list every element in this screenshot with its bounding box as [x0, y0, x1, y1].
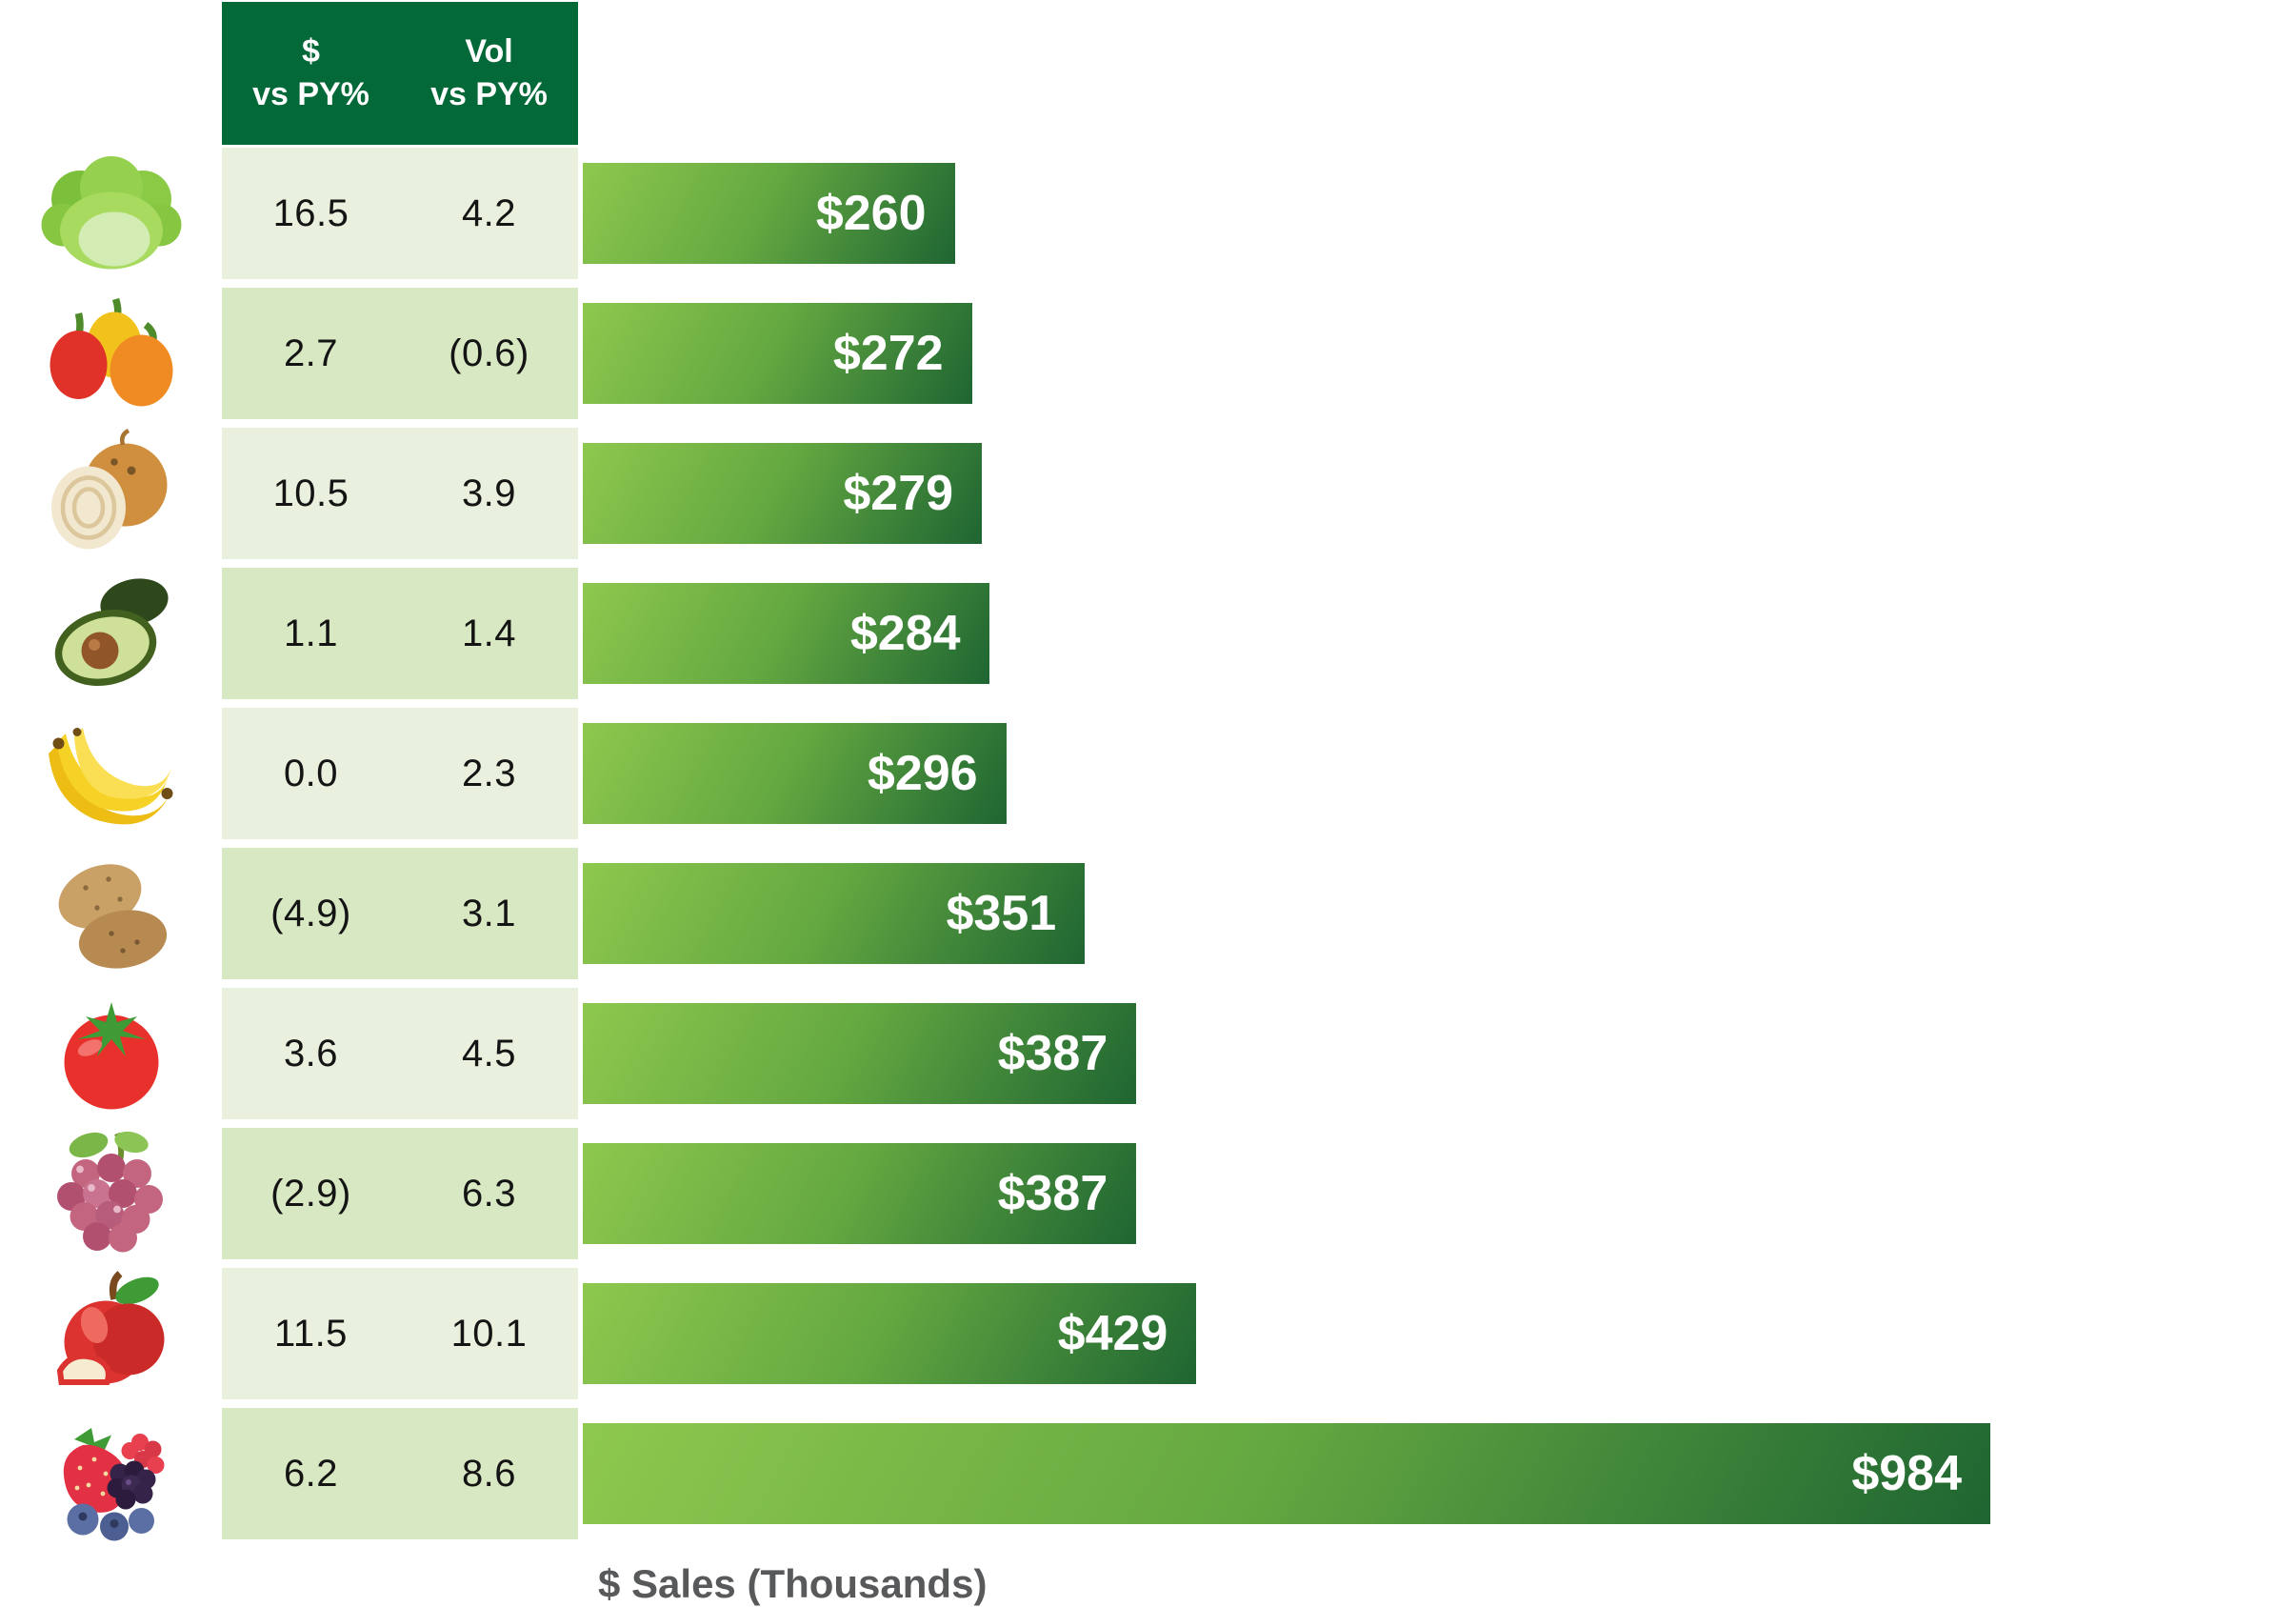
metrics-cells: (2.9) 6.3	[222, 1128, 578, 1259]
bar-track: $284	[583, 568, 1990, 699]
sales-bar: $296	[583, 723, 1007, 824]
chart-rows: 16.5 4.2 $260	[0, 148, 2296, 1548]
header-vol-line2: vs PY%	[430, 76, 548, 112]
apple-icon	[0, 1268, 222, 1399]
metrics-cells: 6.2 8.6	[222, 1408, 578, 1539]
table-row-bell-peppers: 2.7 (0.6) $272	[0, 288, 2296, 419]
table-row-potatoes: (4.9) 3.1 $351	[0, 848, 2296, 979]
metrics-cells: 11.5 10.1	[222, 1268, 578, 1399]
bar-track: $260	[583, 148, 1990, 279]
table-header: $ vs PY% Vol vs PY%	[222, 2, 578, 145]
metrics-cells: 10.5 3.9	[222, 428, 578, 559]
table-row-onion: 10.5 3.9 $279	[0, 428, 2296, 559]
metrics-cells: (4.9) 3.1	[222, 848, 578, 979]
table-row-berries: 6.2 8.6 $984	[0, 1408, 2296, 1541]
table-row-grapes: (2.9) 6.3 $387	[0, 1128, 2296, 1259]
vol-vs-py-value: 2.3	[461, 752, 517, 794]
table-row-apple: 11.5 10.1 $429	[0, 1268, 2296, 1399]
dollar-vs-py-value: 16.5	[272, 191, 349, 234]
bar-track: $387	[583, 1128, 1990, 1259]
sales-value-label: $260	[815, 186, 927, 241]
sales-bar: $429	[583, 1283, 1197, 1384]
dollar-vs-py-value: 11.5	[274, 1312, 348, 1355]
sales-value-label: $272	[832, 326, 944, 381]
table-row-lettuce: 16.5 4.2 $260	[0, 148, 2296, 279]
header-vol-line1: Vol	[465, 33, 513, 70]
vol-vs-py-value: 6.3	[461, 1172, 517, 1215]
grapes-icon	[0, 1128, 222, 1259]
vol-vs-py-value: 1.4	[461, 612, 517, 654]
vol-vs-py-value: 3.1	[461, 892, 517, 934]
bananas-icon	[0, 708, 222, 839]
vol-vs-py-value: 4.2	[461, 191, 517, 234]
vol-vs-py-value: (0.6)	[449, 331, 529, 374]
sales-value-label: $296	[867, 746, 978, 801]
sales-bar: $272	[583, 303, 972, 404]
header-spacer	[0, 2, 222, 145]
sales-value-label: $279	[843, 466, 954, 521]
dollar-vs-py-value: 3.6	[283, 1032, 339, 1075]
sales-bar: $984	[583, 1423, 1990, 1524]
sales-value-label: $984	[1851, 1446, 1962, 1501]
sales-value-label: $387	[997, 1166, 1108, 1221]
table-row-bananas: 0.0 2.3 $296	[0, 708, 2296, 839]
vol-vs-py-value: 10.1	[450, 1312, 528, 1355]
dollar-vs-py-value: 0.0	[283, 752, 339, 794]
bar-track: $296	[583, 708, 1990, 839]
sales-bar: $284	[583, 583, 989, 684]
x-axis-label: $ Sales (Thousands)	[598, 1561, 988, 1606]
avocado-icon	[0, 568, 222, 699]
dollar-vs-py-value: (2.9)	[270, 1172, 351, 1215]
sales-value-label: $429	[1057, 1306, 1168, 1361]
dollar-vs-py-value: 1.1	[283, 612, 339, 654]
bar-track: $429	[583, 1268, 1990, 1399]
sales-bar: $279	[583, 443, 983, 544]
metrics-cells: 1.1 1.4	[222, 568, 578, 699]
table-row-tomato: 3.6 4.5 $387	[0, 988, 2296, 1119]
potatoes-icon	[0, 848, 222, 979]
header-dollar-line2: vs PY%	[252, 76, 369, 112]
berries-icon	[0, 1408, 222, 1541]
metrics-cells: 0.0 2.3	[222, 708, 578, 839]
metrics-cells: 16.5 4.2	[222, 148, 578, 279]
bar-track: $272	[583, 288, 1990, 419]
vol-vs-py-value: 3.9	[461, 472, 517, 514]
bar-track: $387	[583, 988, 1990, 1119]
header-dollar-vs-py: $ vs PY%	[222, 2, 400, 145]
bar-track: $984	[583, 1408, 1990, 1539]
sales-bar: $387	[583, 1003, 1137, 1104]
metrics-cells: 2.7 (0.6)	[222, 288, 578, 419]
metrics-cells: 3.6 4.5	[222, 988, 578, 1119]
onion-icon	[0, 428, 222, 559]
bar-track: $279	[583, 428, 1990, 559]
table-header-row: $ vs PY% Vol vs PY%	[0, 2, 2296, 145]
header-dollar-line1: $	[302, 33, 320, 70]
sales-value-label: $284	[849, 606, 961, 661]
header-vol-vs-py: Vol vs PY%	[400, 2, 578, 145]
dollar-vs-py-value: 10.5	[272, 472, 349, 514]
sales-value-label: $387	[997, 1026, 1108, 1081]
table-row-avocado: 1.1 1.4 $284	[0, 568, 2296, 699]
bell-peppers-icon	[0, 288, 222, 419]
dollar-vs-py-value: 2.7	[283, 331, 339, 374]
sales-value-label: $351	[946, 886, 1057, 941]
dollar-vs-py-value: (4.9)	[270, 892, 351, 934]
sales-bar: $351	[583, 863, 1086, 964]
dollar-vs-py-value: 6.2	[283, 1452, 339, 1495]
sales-bar: $387	[583, 1143, 1137, 1244]
vol-vs-py-value: 8.6	[461, 1452, 517, 1495]
bar-track: $351	[583, 848, 1990, 979]
sales-bar: $260	[583, 163, 955, 264]
lettuce-icon	[0, 148, 222, 279]
vol-vs-py-value: 4.5	[461, 1032, 517, 1075]
tomato-icon	[0, 988, 222, 1119]
